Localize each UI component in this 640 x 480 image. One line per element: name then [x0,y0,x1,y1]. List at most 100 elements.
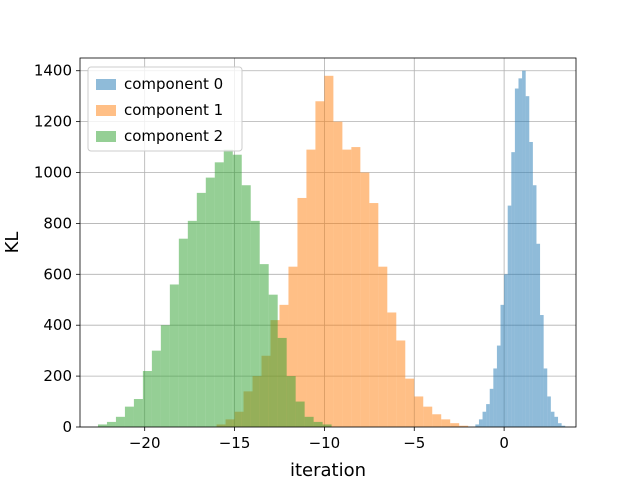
histogram-bar [423,406,433,427]
histogram-bar [342,149,352,427]
histogram-bar [543,368,548,427]
histogram-bar [169,284,179,427]
histogram-bar [554,416,559,427]
histogram-bar [360,172,370,427]
plot-frame [79,57,577,428]
histogram-bar [97,424,107,427]
histogram-bar [525,96,530,427]
legend-label: component 1 [124,101,223,119]
x-tick-label: −15 [219,434,251,452]
histogram-bar [324,75,334,428]
histogram-bar [478,419,483,427]
histogram-bar [432,414,442,427]
histogram-bar [459,425,469,427]
histogram-bar [178,238,188,427]
histogram-bar [250,220,260,427]
legend: component 0 component 1 component 2 [87,66,243,152]
histogram-bar [482,411,487,427]
histogram-bar [106,421,116,427]
legend-swatch [96,131,116,142]
histogram-bar [514,88,519,427]
histogram-bar [124,406,134,427]
x-tick-label: −5 [403,434,425,452]
histogram-bar [133,399,143,427]
histogram-bar [232,154,242,428]
histogram-bar [489,388,494,427]
histogram-bar [387,312,397,427]
histogram-bar [295,401,305,427]
histogram-bar [507,205,512,427]
histogram-bar [441,419,451,427]
histogram-bar [532,185,537,427]
legend-label: component 0 [124,75,223,93]
y-tick-label: 0 [62,418,72,436]
x-tick-label: −10 [309,434,341,452]
histogram-bar [500,304,505,427]
histogram-bar [550,411,555,427]
histogram-bar [288,266,298,427]
histogram-bar [160,325,170,427]
histogram-bar [297,197,307,427]
histogram-bar [223,149,233,427]
y-tick-label: 400 [43,316,72,334]
histogram-bar [142,371,152,427]
histogram-bar [151,350,161,427]
y-tick-label: 1200 [34,113,72,131]
series-component-2 [97,149,332,428]
histogram-bar [205,177,215,427]
histogram-bar [522,70,526,428]
legend-label: component 2 [124,127,223,145]
histogram-bar [486,404,490,427]
histogram-bar [306,149,316,427]
x-tick-label: 0 [499,434,509,452]
x-tick-label: −20 [129,434,161,452]
histogram-bars [97,70,566,428]
histogram-bar [369,203,379,427]
histogram-bar [450,423,460,427]
histogram-bar [187,220,197,427]
histogram-bar [493,368,497,427]
histogram-bar [405,378,415,427]
histogram-bar [115,416,125,427]
y-tick-label: 200 [43,367,72,385]
series-component-0 [475,70,566,428]
legend-swatch [96,79,116,90]
y-axis-title: KL [2,232,23,254]
histogram-bar [378,266,388,427]
histogram-bar [259,264,269,427]
histogram-bar [268,294,278,427]
histogram-bar [322,424,332,427]
axis-ticks: −20 −15 −10 −5 0 0 200 400 600 800 1000 1200 1400 [34,62,509,452]
y-tick-label: 1400 [34,62,72,80]
histogram-bar [558,423,562,427]
histogram-bar [196,192,206,427]
y-tick-label: 1000 [34,164,72,182]
histogram-bar [315,101,325,427]
histogram-bar [540,315,544,427]
histogram-bar [304,416,314,427]
y-tick-label: 800 [43,214,72,232]
histogram-bar [536,243,541,427]
histogram-bar [475,424,479,427]
histogram-bar [414,396,424,427]
histogram-bar [286,376,296,427]
histogram-bar [351,147,361,427]
histogram-bar [313,421,323,427]
histogram-bar [504,274,508,427]
histogram-bar [529,141,533,427]
legend-swatch [96,105,116,116]
histogram-bar [561,425,566,427]
histogram-bar [214,162,224,427]
y-tick-label: 600 [43,265,72,283]
histogram-bar [277,337,287,427]
histogram-bar [496,345,501,427]
histogram-bar [333,121,343,427]
histogram-bar [396,340,406,427]
x-axis-title: iteration [290,460,366,480]
legend-box [87,66,243,152]
histogram-bar [547,396,551,427]
histogram-bar [518,78,523,428]
histogram-bar [511,152,515,427]
histogram-bar [241,185,251,427]
